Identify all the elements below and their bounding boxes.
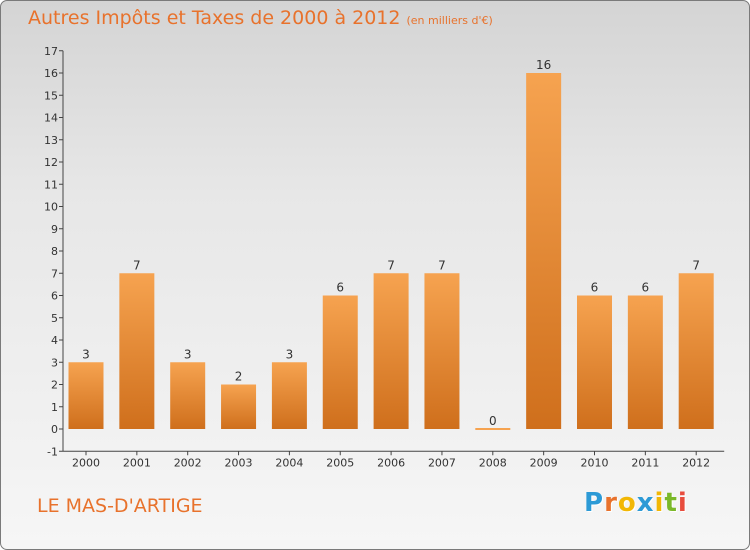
- plot-area: -101234567891011121314151617320007200132…: [44, 45, 725, 469]
- y-tick-label: 12: [44, 156, 58, 169]
- bar: [526, 73, 562, 429]
- bar: [475, 428, 511, 430]
- y-tick-label: 16: [44, 67, 58, 80]
- place-name: LE MAS-D'ARTIGE: [37, 495, 203, 517]
- bar-value-label: 0: [489, 414, 497, 428]
- y-tick-label: 3: [51, 356, 58, 369]
- logo-letter: i: [654, 488, 665, 518]
- x-tick-label: 2008: [479, 456, 507, 469]
- bar-value-label: 7: [387, 258, 395, 272]
- bar: [271, 362, 307, 429]
- y-tick-label: 0: [51, 423, 58, 436]
- chart-title-text: Autres Impôts et Taxes de 2000 à 2012: [28, 7, 401, 29]
- bar-value-label: 6: [591, 281, 599, 295]
- bar: [170, 362, 206, 429]
- y-tick-label: -1: [47, 445, 58, 458]
- chart-title: Autres Impôts et Taxes de 2000 à 2012 (en…: [28, 7, 493, 29]
- bar: [678, 273, 714, 429]
- x-tick-label: 2002: [174, 456, 202, 469]
- x-tick-label: 2000: [72, 456, 100, 469]
- logo-letter: t: [664, 488, 678, 518]
- x-tick-label: 2003: [225, 456, 253, 469]
- bar-value-label: 16: [536, 58, 551, 72]
- bar-value-label: 2: [235, 370, 243, 384]
- y-tick-label: 5: [51, 312, 58, 325]
- x-tick-label: 2010: [581, 456, 609, 469]
- logo-letter: i: [677, 488, 688, 518]
- x-tick-label: 2005: [326, 456, 354, 469]
- y-tick-label: 7: [51, 267, 58, 280]
- x-tick-label: 2004: [275, 456, 303, 469]
- bar: [68, 362, 104, 429]
- bar-value-label: 7: [692, 258, 700, 272]
- y-tick-label: 17: [44, 45, 58, 58]
- bar: [119, 273, 155, 429]
- y-tick-label: 4: [51, 334, 58, 347]
- bar-value-label: 7: [133, 258, 141, 272]
- y-tick-label: 1: [51, 401, 58, 414]
- chart-unit: (en milliers d'€): [406, 14, 493, 27]
- x-tick-label: 2012: [682, 456, 710, 469]
- bar: [577, 295, 612, 429]
- logo-letter: P: [584, 488, 605, 518]
- bar-value-label: 6: [336, 281, 344, 295]
- logo-letter: o: [617, 488, 637, 518]
- y-tick-label: 11: [44, 178, 58, 191]
- x-tick-label: 2007: [428, 456, 456, 469]
- bar: [424, 273, 460, 429]
- bar-value-label: 3: [184, 347, 192, 361]
- bar-value-label: 7: [438, 258, 446, 272]
- bar: [322, 295, 358, 429]
- logo-letter: x: [636, 488, 655, 518]
- y-tick-label: 9: [51, 223, 58, 236]
- x-tick-label: 2001: [123, 456, 151, 469]
- y-tick-label: 14: [44, 112, 58, 125]
- y-tick-label: 2: [51, 379, 58, 392]
- bar-value-label: 6: [642, 281, 650, 295]
- logo-letter: r: [604, 488, 618, 518]
- x-tick-label: 2006: [377, 456, 405, 469]
- y-tick-label: 15: [44, 89, 58, 102]
- y-tick-label: 8: [51, 245, 58, 258]
- bar: [221, 384, 257, 429]
- x-tick-label: 2011: [631, 456, 659, 469]
- bar-value-label: 3: [82, 347, 90, 361]
- y-tick-label: 13: [44, 134, 58, 147]
- proxiti-logo: Proxiti: [584, 488, 688, 518]
- x-tick-label: 2009: [530, 456, 558, 469]
- bar: [627, 295, 663, 429]
- y-tick-label: 6: [51, 290, 58, 303]
- y-tick-label: 10: [44, 201, 58, 214]
- bar: [373, 273, 409, 429]
- bar-value-label: 3: [286, 347, 294, 361]
